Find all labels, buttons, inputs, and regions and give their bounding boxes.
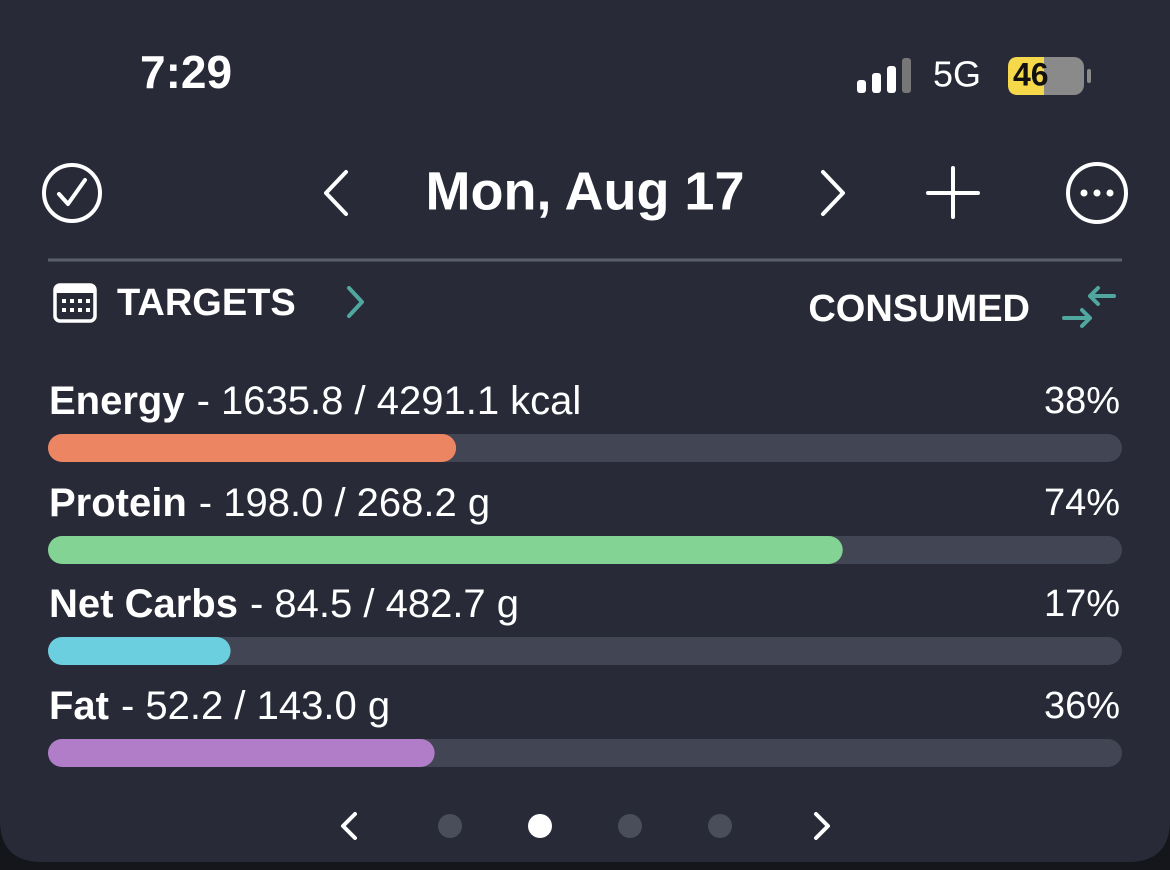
page-dot[interactable] bbox=[438, 814, 462, 838]
calendar-icon bbox=[53, 283, 97, 323]
macro-name: Energy bbox=[49, 379, 185, 423]
macro-label: Fat - 52.2 / 143.0 g bbox=[49, 684, 390, 728]
status-network: 5G bbox=[933, 54, 981, 95]
macro-label: Net Carbs - 84.5 / 482.7 g bbox=[49, 582, 519, 626]
macro-name: Fat bbox=[49, 684, 109, 728]
macro-label: Energy - 1635.8 / 4291.1 kcal bbox=[49, 379, 581, 423]
macro-detail: - 1635.8 / 4291.1 kcal bbox=[197, 379, 582, 423]
page-dot-active[interactable] bbox=[528, 814, 552, 838]
prev-day-button[interactable] bbox=[324, 170, 348, 216]
macro-label: Protein - 198.0 / 268.2 g bbox=[49, 481, 490, 525]
macro-name: Net Carbs bbox=[49, 582, 238, 626]
macro-list: Energy - 1635.8 / 4291.1 kcal 38% Protein - … bbox=[48, 379, 1122, 767]
macro-percent: 36% bbox=[1044, 685, 1120, 727]
macro-detail: - 52.2 / 143.0 g bbox=[121, 684, 390, 728]
page-prev[interactable] bbox=[341, 812, 357, 840]
status-time: 7:29 bbox=[140, 46, 232, 98]
next-day-button[interactable] bbox=[821, 170, 845, 216]
macro-detail: - 84.5 / 482.7 g bbox=[250, 582, 519, 626]
page-dot[interactable] bbox=[708, 814, 732, 838]
battery-icon bbox=[1008, 57, 1091, 95]
more-button[interactable] bbox=[1066, 162, 1128, 224]
targets-tab[interactable]: TARGETS bbox=[117, 282, 296, 324]
macro-percent: 74% bbox=[1044, 482, 1120, 524]
page-next[interactable] bbox=[814, 812, 830, 840]
progress-track bbox=[48, 637, 1122, 665]
consumed-tab[interactable]: CONSUMED bbox=[808, 288, 1030, 330]
progress-bar bbox=[48, 739, 435, 767]
progress-bar bbox=[48, 434, 457, 462]
progress-bar bbox=[48, 536, 843, 564]
macro-name: Protein bbox=[49, 481, 187, 525]
date-title[interactable]: Mon, Aug 17 bbox=[426, 161, 745, 221]
add-button[interactable] bbox=[926, 166, 980, 219]
macro-percent: 17% bbox=[1044, 583, 1120, 625]
targets-chevron[interactable] bbox=[347, 286, 364, 318]
signal-icon bbox=[857, 58, 911, 93]
page-dot[interactable] bbox=[618, 814, 642, 838]
battery-level: 46 bbox=[1013, 56, 1049, 92]
macro-detail: - 198.0 / 268.2 g bbox=[199, 481, 490, 525]
macro-percent: 38% bbox=[1044, 380, 1120, 422]
progress-bar bbox=[48, 637, 231, 665]
swap-icon[interactable] bbox=[1062, 286, 1116, 328]
check-button[interactable] bbox=[42, 163, 102, 223]
